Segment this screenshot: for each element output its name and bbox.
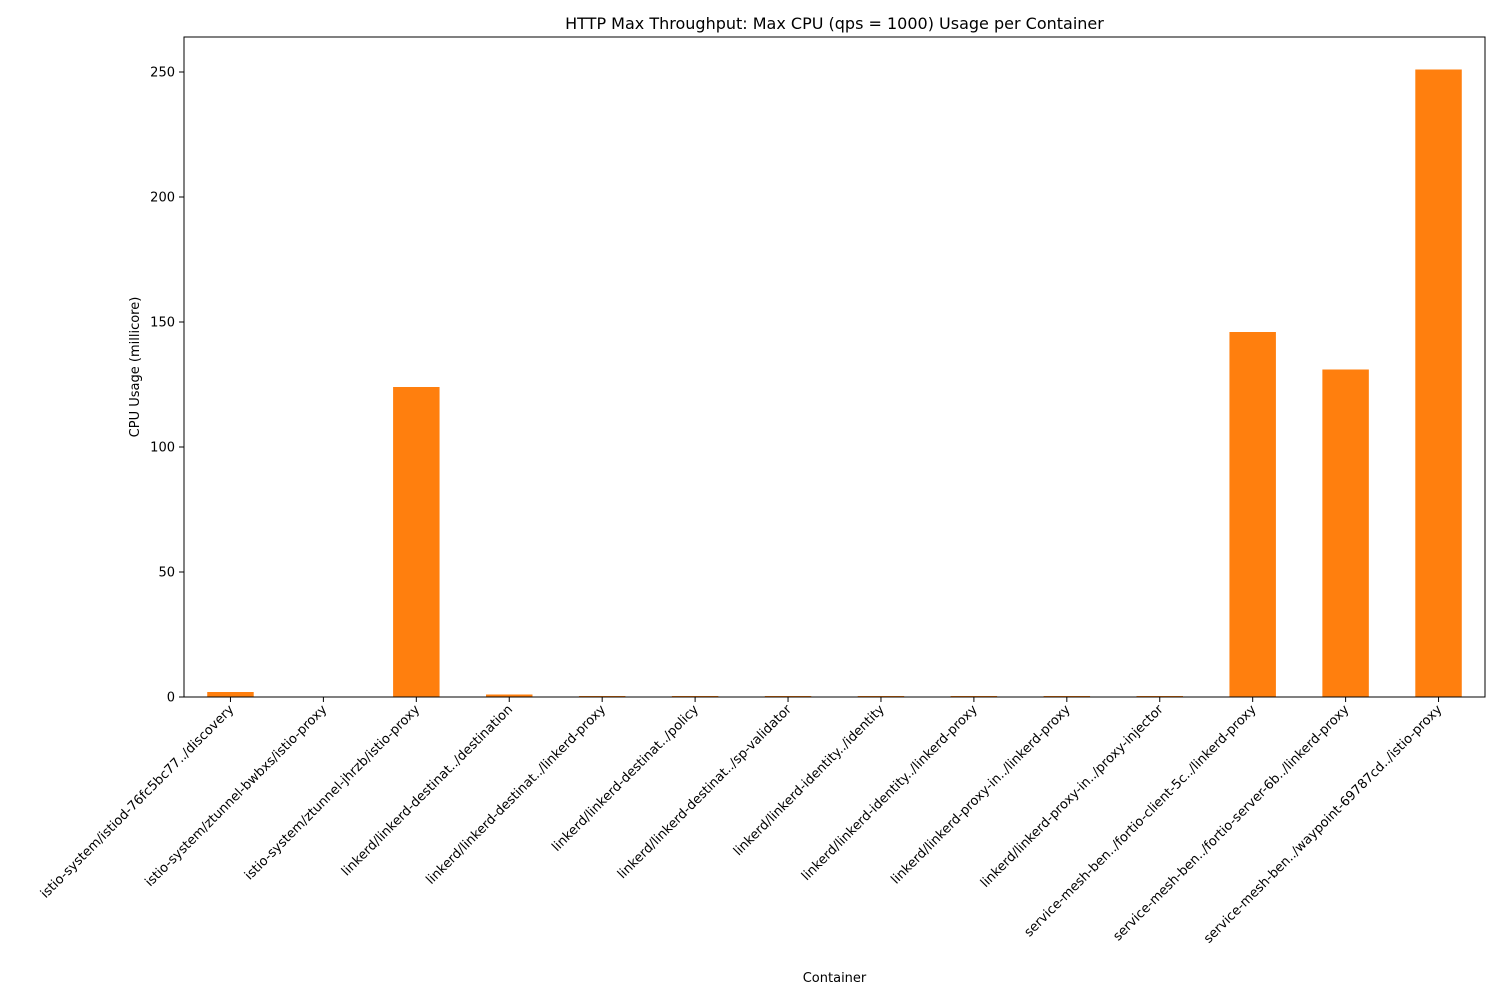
bar	[1229, 332, 1276, 697]
y-tick-label: 200	[150, 191, 175, 206]
bar	[207, 692, 254, 697]
x-axis-label: Container	[803, 971, 867, 986]
bar	[1322, 369, 1369, 697]
y-tick-label: 150	[150, 316, 175, 331]
y-tick-label: 50	[158, 566, 175, 581]
bar	[1415, 69, 1462, 697]
y-axis-label: CPU Usage (millicore)	[128, 297, 143, 438]
plot-frame	[183, 36, 1486, 698]
bars-layer	[207, 69, 1462, 697]
chart-title: HTTP Max Throughput: Max CPU (qps = 1000…	[565, 14, 1104, 33]
bar	[393, 387, 440, 697]
y-tick-label: 250	[150, 66, 175, 81]
y-tick-label: 100	[150, 441, 175, 456]
y-tick-label: 0	[167, 691, 175, 706]
bar	[486, 694, 533, 697]
